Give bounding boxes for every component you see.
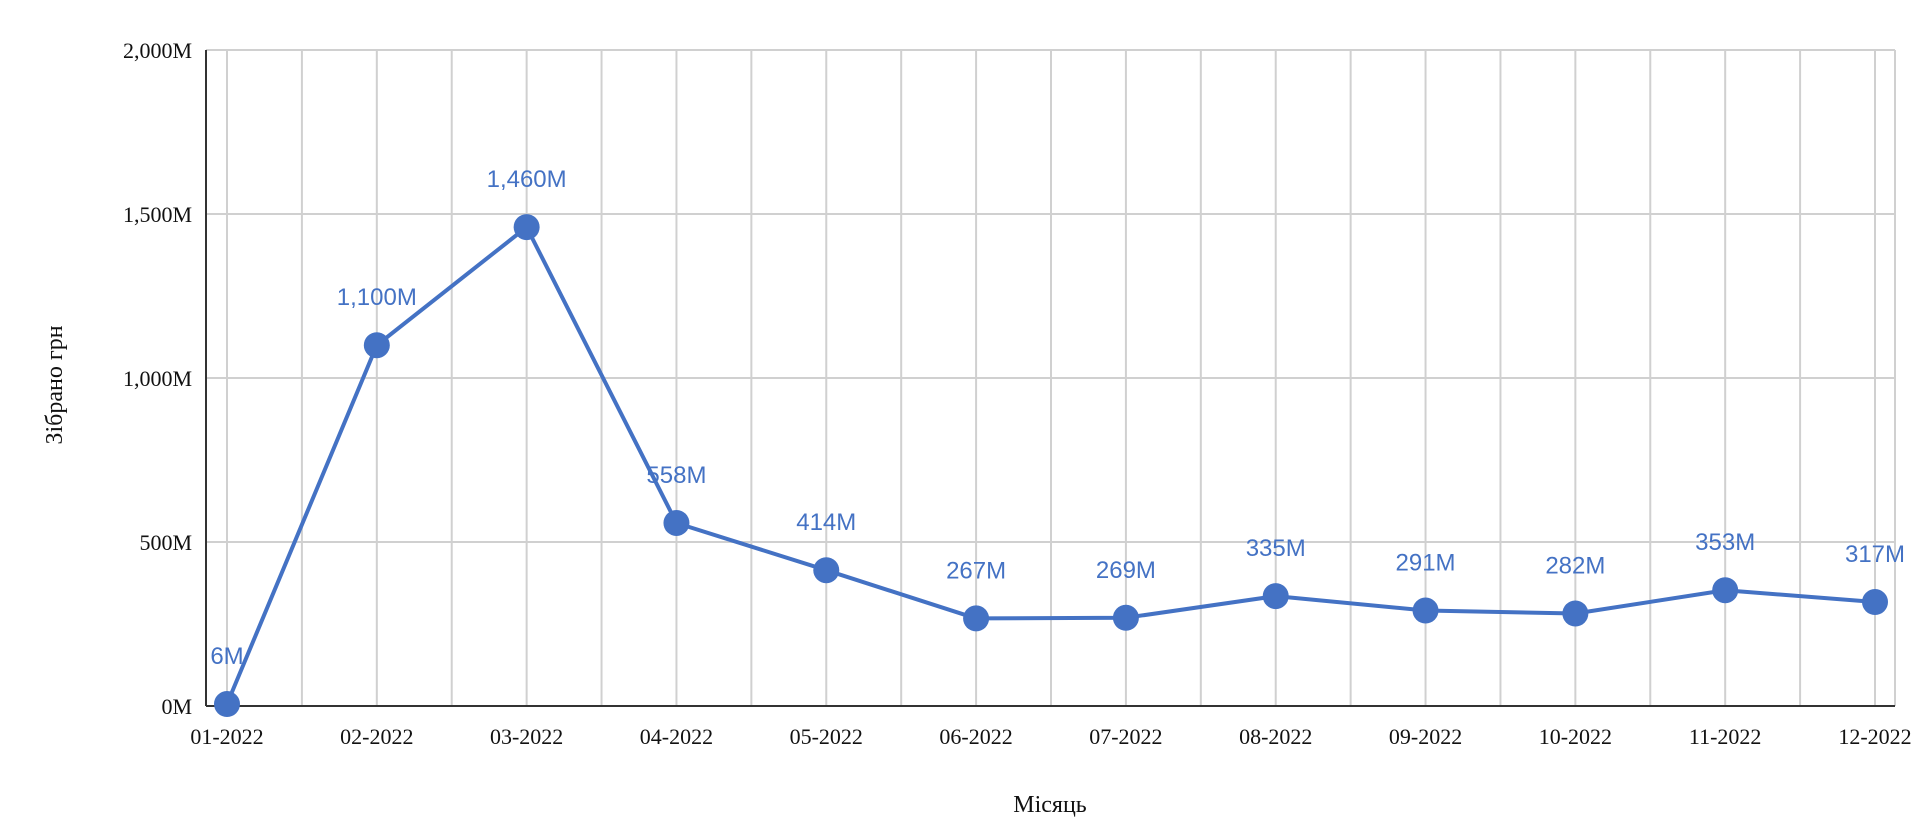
x-tick-label: 08-2022 xyxy=(1239,724,1312,749)
y-axis-title: Зібрано грн xyxy=(42,325,68,444)
data-label: 558M xyxy=(646,462,706,489)
data-label: 414M xyxy=(796,509,856,536)
data-label: 353M xyxy=(1695,529,1755,556)
x-tick-label: 12-2022 xyxy=(1838,724,1911,749)
data-point xyxy=(1112,604,1139,631)
y-tick-label: 1,500M xyxy=(123,202,192,227)
x-tick-label: 03-2022 xyxy=(490,724,563,749)
axes: 0M 500M 1,000M 1,500M 2,000M 01-2022 02-2022 03… xyxy=(123,38,1912,749)
series xyxy=(214,214,1888,718)
data-point xyxy=(1262,583,1289,610)
x-tick-label: 09-2022 xyxy=(1389,724,1462,749)
x-tick-label: 02-2022 xyxy=(340,724,413,749)
data-point xyxy=(214,691,240,718)
x-tick-label: 06-2022 xyxy=(939,724,1012,749)
data-point xyxy=(363,332,390,359)
data-point xyxy=(1562,600,1589,627)
y-tick-label: 2,000M xyxy=(123,38,192,63)
data-point xyxy=(663,509,690,536)
y-tick-label: 0M xyxy=(161,694,192,719)
x-tick-label: 07-2022 xyxy=(1089,724,1162,749)
data-point xyxy=(1712,577,1739,604)
data-point xyxy=(1412,597,1439,624)
series-line xyxy=(225,225,1876,705)
y-tick-label: 1,000M xyxy=(123,366,192,391)
data-label: 1,460M xyxy=(487,166,567,193)
data-label: 269M xyxy=(1096,557,1156,584)
x-tick-label: 05-2022 xyxy=(790,724,863,749)
data-label: 282M xyxy=(1545,553,1605,580)
data-label: 6M xyxy=(210,643,243,670)
x-tick-label: 10-2022 xyxy=(1539,724,1612,749)
data-label: 291M xyxy=(1396,550,1456,577)
data-label: 335M xyxy=(1246,535,1306,562)
data-point xyxy=(963,605,990,632)
data-point xyxy=(813,557,840,584)
grid xyxy=(206,49,1896,706)
data-point xyxy=(1862,589,1888,616)
data-label: 1,100M xyxy=(337,284,417,311)
data-labels: 6M 1,100M 1,460M 558M 414M 267M 269M 335M 291M 28… xyxy=(210,166,1905,670)
data-label: 267M xyxy=(946,557,1006,584)
data-label: 317M xyxy=(1845,541,1905,568)
x-tick-label: 11-2022 xyxy=(1689,724,1762,749)
x-tick-label: 01-2022 xyxy=(190,724,263,749)
y-tick-label: 500M xyxy=(139,530,192,555)
data-point xyxy=(513,214,540,241)
x-axis-title: Місяць xyxy=(1013,792,1087,818)
x-tick-label: 04-2022 xyxy=(640,724,713,749)
